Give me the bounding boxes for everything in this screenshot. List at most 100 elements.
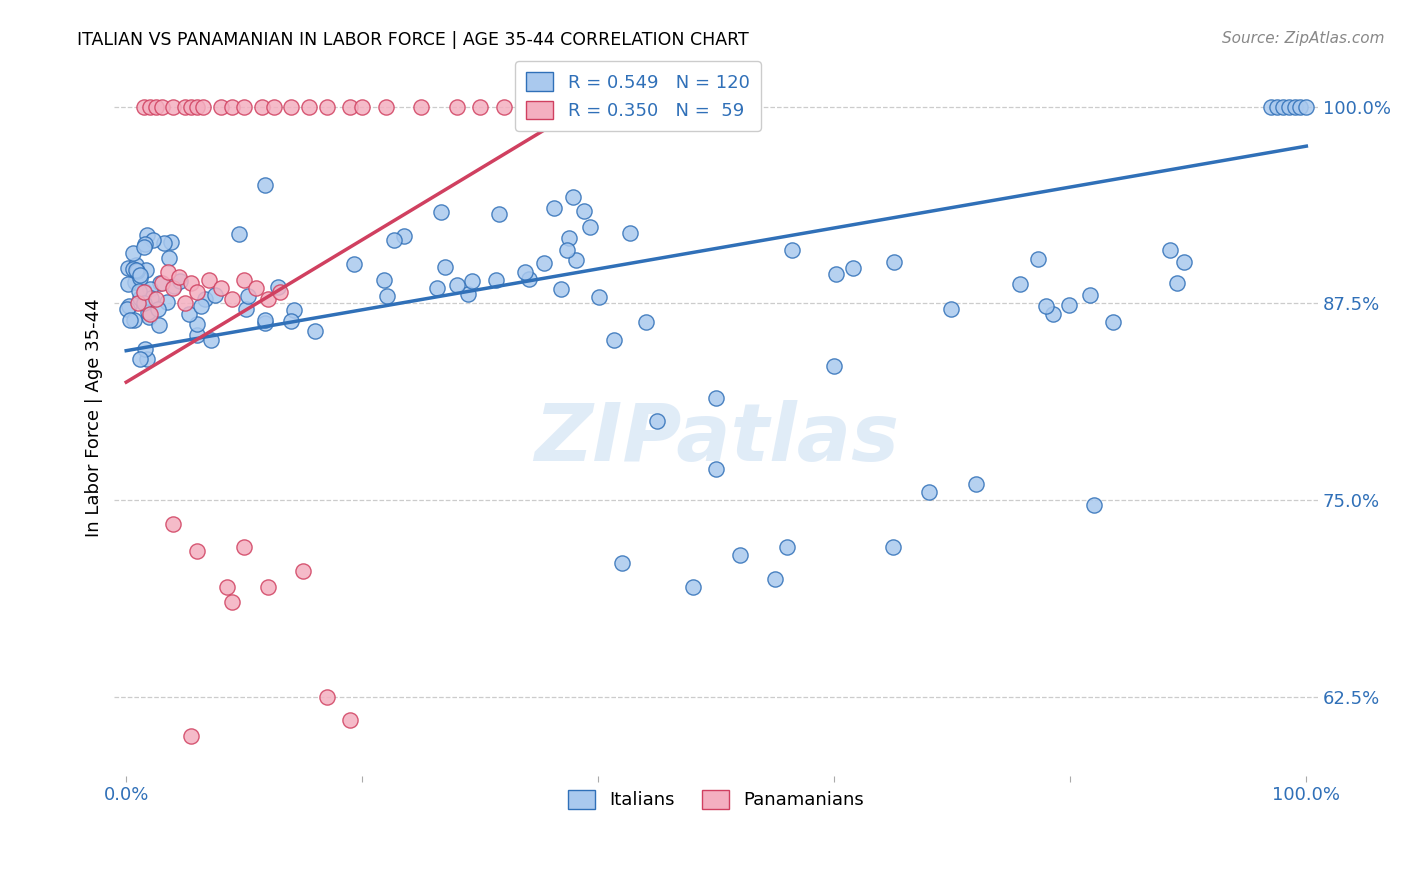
Point	[221, 595, 243, 609]
Point	[1271, 100, 1294, 114]
Point	[1035, 299, 1057, 313]
Point	[763, 572, 786, 586]
Point	[1042, 307, 1064, 321]
Point	[132, 295, 155, 310]
Point	[883, 254, 905, 268]
Point	[160, 235, 183, 249]
Point	[156, 265, 179, 279]
Point	[129, 351, 152, 366]
Point	[842, 260, 865, 275]
Point	[1265, 100, 1288, 114]
Point	[561, 190, 583, 204]
Point	[245, 281, 267, 295]
Point	[132, 284, 155, 298]
Text: Source: ZipAtlas.com: Source: ZipAtlas.com	[1222, 31, 1385, 46]
Point	[141, 291, 163, 305]
Point	[162, 516, 184, 531]
Point	[150, 100, 173, 114]
Point	[148, 318, 170, 333]
Point	[156, 295, 179, 310]
Point	[221, 100, 243, 114]
Point	[339, 100, 361, 114]
Point	[392, 228, 415, 243]
Point	[139, 308, 162, 322]
Point	[180, 729, 202, 743]
Point	[374, 100, 396, 114]
Point	[446, 277, 468, 292]
Point	[1159, 243, 1181, 257]
Text: ITALIAN VS PANAMANIAN IN LABOR FORCE | AGE 35-44 CORRELATION CHART: ITALIAN VS PANAMANIAN IN LABOR FORCE | A…	[77, 31, 749, 49]
Point	[619, 226, 641, 240]
Point	[555, 243, 578, 257]
Y-axis label: In Labor Force | Age 35-44: In Labor Force | Age 35-44	[86, 298, 103, 537]
Point	[162, 100, 184, 114]
Point	[304, 325, 326, 339]
Point	[426, 280, 449, 294]
Point	[186, 100, 208, 114]
Point	[488, 207, 510, 221]
Point	[1102, 314, 1125, 328]
Point	[461, 274, 484, 288]
Point	[204, 288, 226, 302]
Point	[117, 277, 139, 291]
Point	[128, 268, 150, 282]
Point	[446, 100, 468, 114]
Point	[728, 548, 751, 562]
Point	[1083, 498, 1105, 512]
Point	[129, 291, 152, 305]
Point	[134, 237, 156, 252]
Point	[1284, 100, 1306, 114]
Point	[233, 100, 256, 114]
Point	[174, 100, 197, 114]
Point	[125, 258, 148, 272]
Point	[882, 541, 904, 555]
Point	[776, 541, 799, 555]
Point	[1010, 277, 1032, 291]
Point	[127, 296, 149, 310]
Point	[558, 231, 581, 245]
Point	[122, 246, 145, 260]
Point	[254, 178, 277, 193]
Point	[492, 100, 515, 114]
Point	[125, 263, 148, 277]
Point	[132, 240, 155, 254]
Point	[269, 285, 291, 300]
Point	[194, 292, 217, 306]
Point	[256, 292, 278, 306]
Point	[198, 273, 221, 287]
Point	[1278, 100, 1301, 114]
Point	[162, 281, 184, 295]
Point	[529, 100, 551, 114]
Point	[263, 100, 285, 114]
Point	[132, 100, 155, 114]
Point	[236, 289, 259, 303]
Point	[280, 100, 302, 114]
Point	[298, 100, 321, 114]
Point	[128, 270, 150, 285]
Point	[134, 342, 156, 356]
Point	[339, 714, 361, 728]
Point	[918, 485, 941, 500]
Point	[215, 580, 238, 594]
Point	[117, 299, 139, 313]
Point	[157, 252, 180, 266]
Point	[146, 301, 169, 316]
Point	[634, 315, 657, 329]
Point	[127, 263, 149, 277]
Point	[1078, 288, 1101, 302]
Point	[574, 204, 596, 219]
Point	[135, 263, 157, 277]
Point	[177, 307, 200, 321]
Point	[315, 100, 337, 114]
Point	[517, 272, 540, 286]
Point	[267, 280, 290, 294]
Point	[186, 543, 208, 558]
Point	[122, 312, 145, 326]
Point	[163, 278, 186, 293]
Point	[186, 285, 208, 300]
Point	[136, 305, 159, 319]
Point	[180, 100, 202, 114]
Point	[138, 282, 160, 296]
Point	[283, 302, 305, 317]
Point	[343, 257, 366, 271]
